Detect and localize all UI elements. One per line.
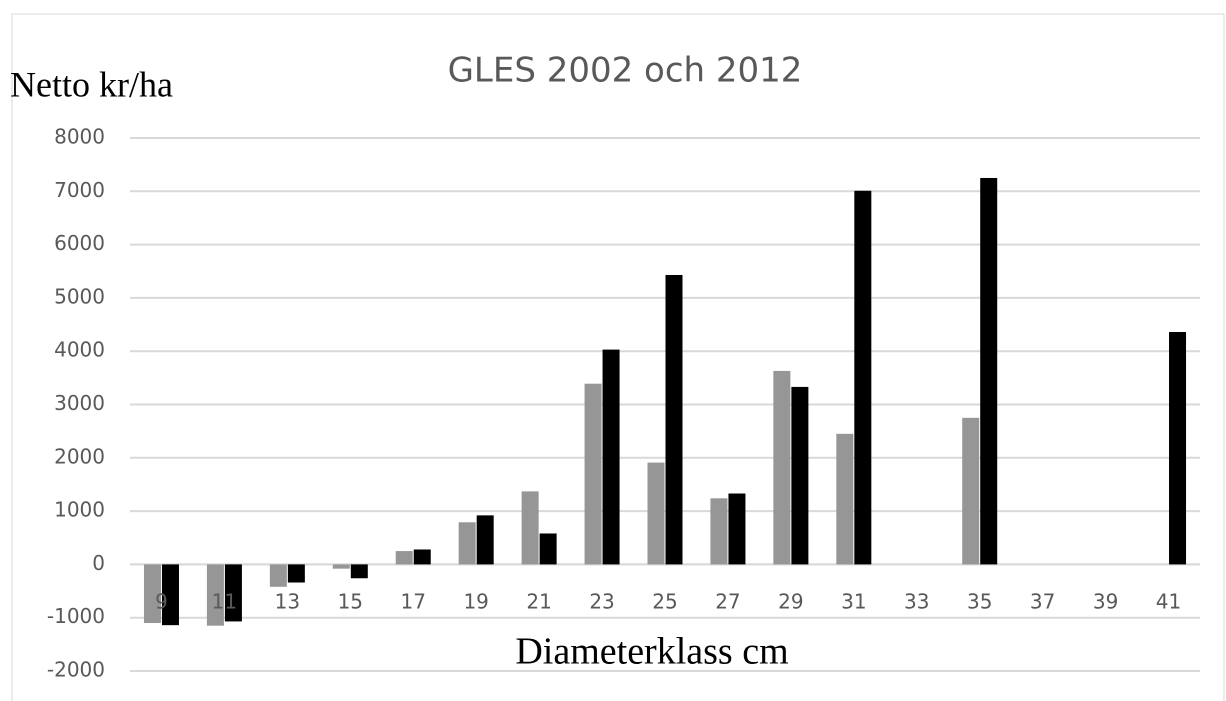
x-tick-label: 11: [212, 590, 237, 614]
x-tick-label: 35: [967, 590, 992, 614]
bar: [224, 564, 242, 622]
x-tick-label: 13: [275, 590, 300, 614]
x-tick-label: 31: [841, 590, 866, 614]
bar: [647, 462, 665, 565]
bar: [1169, 332, 1187, 565]
y-tick-label: 4000: [54, 338, 105, 362]
bar: [836, 433, 854, 565]
bar: [161, 564, 179, 626]
bar: [539, 533, 557, 565]
y-tick-label: -2000: [47, 658, 105, 682]
bar: [413, 549, 431, 565]
bar: [143, 564, 161, 624]
x-tick-label: 21: [526, 590, 551, 614]
bar: [980, 177, 998, 565]
x-tick-label: 41: [1156, 590, 1181, 614]
y-tick-label: 6000: [54, 231, 105, 255]
bar: [287, 564, 305, 583]
bar: [791, 386, 809, 565]
bar: [962, 417, 980, 565]
bar: [476, 515, 494, 565]
bar: [728, 493, 746, 565]
bar: [854, 190, 872, 565]
x-tick-label: 27: [715, 590, 740, 614]
x-tick-label: 17: [401, 590, 426, 614]
y-axis-label: Netto kr/ha: [10, 64, 173, 104]
bar: [521, 491, 539, 565]
bar: [773, 370, 791, 565]
y-tick-label: 8000: [54, 125, 105, 149]
y-tick-label: 1000: [54, 498, 105, 522]
x-tick-label: 37: [1030, 590, 1055, 614]
y-tick-label: 0: [92, 551, 105, 575]
bar: [269, 564, 287, 587]
x-tick-label: 19: [463, 590, 488, 614]
y-tick-label: 3000: [54, 391, 105, 415]
chart-frame: [11, 13, 1225, 701]
bar: [332, 564, 350, 569]
y-tick-label: -1000: [47, 604, 105, 628]
x-tick-label: 25: [652, 590, 677, 614]
bar: [395, 551, 413, 565]
bar: [710, 498, 728, 565]
x-tick-label: 29: [778, 590, 803, 614]
x-tick-label: 33: [904, 590, 929, 614]
bar: [206, 564, 224, 626]
bar: [350, 564, 368, 579]
x-tick-label: 15: [338, 590, 363, 614]
x-tick-label: 23: [589, 590, 614, 614]
x-axis-label: Diameterklass cm: [515, 631, 788, 673]
y-tick-label: 5000: [54, 284, 105, 308]
bar: [665, 274, 683, 565]
bar: [458, 522, 476, 565]
y-tick-label: 2000: [54, 444, 105, 468]
x-tick-label: 9: [155, 590, 168, 614]
chart-title: GLES 2002 och 2012: [448, 51, 803, 91]
y-tick-label: 7000: [54, 178, 105, 202]
bar: [602, 349, 620, 565]
bar: [584, 383, 602, 565]
x-tick-label: 39: [1093, 590, 1118, 614]
